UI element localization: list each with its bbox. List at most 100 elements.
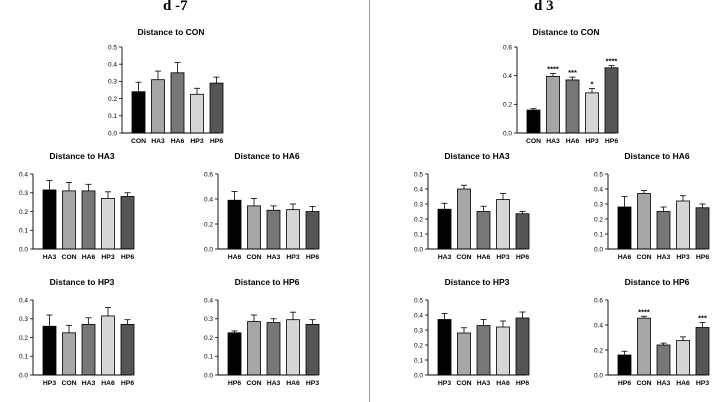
bar bbox=[101, 315, 115, 376]
y-tick-label: 0.5 bbox=[414, 171, 423, 178]
category-label: HP3 bbox=[696, 380, 709, 387]
category-label: HP3 bbox=[43, 380, 56, 387]
chart-title: Distance to HP3 bbox=[445, 277, 510, 287]
chart-title: Distance to HA6 bbox=[234, 151, 299, 161]
significance-label: *** bbox=[698, 314, 707, 323]
chart-title: Distance to CON bbox=[532, 27, 599, 37]
chart-right-distance-to-ha6: Distance to HA6 0.0 0.1 0.2 0.3 0.4 0.5 HA6 CON H… bbox=[594, 151, 710, 261]
bar bbox=[62, 332, 76, 376]
y-tick-label: 0.0 bbox=[594, 246, 603, 253]
y-tick-label: 0.0 bbox=[594, 372, 603, 379]
category-label: HA6 bbox=[676, 380, 690, 387]
y-tick-label: 0.4 bbox=[503, 73, 512, 80]
category-label: HA3 bbox=[151, 138, 165, 145]
y-tick-label: 0.1 bbox=[19, 228, 28, 235]
y-tick-label: 0.4 bbox=[19, 297, 28, 304]
chart-title: Distance to CON bbox=[137, 27, 204, 37]
y-tick-label: 0.4 bbox=[204, 297, 213, 304]
chart-left-distance-to-hp3: Distance to HP3 0.0 0.1 0.2 0.3 0.4 HP3 CON HA3 H… bbox=[19, 277, 135, 387]
bar bbox=[637, 317, 651, 376]
bar bbox=[676, 200, 690, 250]
y-tick-label: 0.2 bbox=[204, 221, 213, 228]
y-tick-label: 0.2 bbox=[108, 96, 117, 103]
bar bbox=[190, 93, 204, 134]
chart-right-distance-to-ha3: Distance to HA3 0.0 0.1 0.2 0.3 0.4 0.5 HA3 CON H… bbox=[414, 151, 530, 261]
panel-label-right: d 3 bbox=[534, 0, 554, 14]
y-tick-label: 0.1 bbox=[19, 354, 28, 361]
bar bbox=[565, 79, 580, 134]
bar bbox=[496, 326, 510, 376]
bar bbox=[437, 208, 452, 250]
chart-title: Distance to HA6 bbox=[624, 151, 689, 161]
y-tick-label: 0.0 bbox=[204, 246, 213, 253]
significance-label: * bbox=[591, 80, 594, 89]
category-label: HP6 bbox=[306, 254, 319, 261]
bar bbox=[617, 206, 632, 250]
bar bbox=[604, 67, 619, 134]
y-tick-label: 0.6 bbox=[204, 171, 213, 178]
y-tick-label: 0.2 bbox=[19, 335, 28, 342]
bar bbox=[170, 72, 185, 134]
y-tick-label: 0.2 bbox=[204, 335, 213, 342]
category-label: CON bbox=[61, 380, 76, 387]
bar bbox=[457, 332, 471, 376]
y-tick-label: 0.0 bbox=[414, 372, 423, 379]
y-tick-label: 0.0 bbox=[19, 246, 28, 253]
category-label: HA3 bbox=[546, 138, 560, 145]
category-label: HP3 bbox=[190, 138, 203, 145]
bar bbox=[637, 193, 651, 250]
bar bbox=[266, 322, 281, 376]
chart-left-distance-to-con: Distance to CON 0.0 0.1 0.2 0.3 0.4 0.5 CON HA3 H… bbox=[108, 27, 224, 145]
significance-label: **** bbox=[547, 65, 559, 74]
y-tick-label: 0.6 bbox=[594, 297, 603, 304]
bar bbox=[457, 188, 471, 250]
bar bbox=[247, 321, 261, 376]
category-label: HA6 bbox=[286, 380, 300, 387]
y-tick-label: 0.3 bbox=[19, 190, 28, 197]
bar bbox=[42, 325, 57, 376]
category-label: HA3 bbox=[477, 380, 491, 387]
y-tick-label: 0.1 bbox=[204, 354, 213, 361]
bar bbox=[120, 196, 135, 250]
y-tick-label: 0.2 bbox=[19, 209, 28, 216]
category-label: HP6 bbox=[228, 380, 241, 387]
category-label: HA3 bbox=[438, 254, 452, 261]
y-tick-label: 0.3 bbox=[414, 327, 423, 334]
category-label: HA6 bbox=[496, 380, 510, 387]
y-tick-label: 0.2 bbox=[414, 342, 423, 349]
bar bbox=[151, 79, 165, 134]
bar bbox=[515, 213, 530, 250]
significance-label: **** bbox=[638, 307, 650, 316]
bar bbox=[266, 209, 281, 250]
chart-right-distance-to-con: Distance to CON0.00.20.40.6CON****HA3***… bbox=[503, 27, 619, 145]
bar bbox=[62, 190, 76, 250]
category-label: HP3 bbox=[306, 380, 319, 387]
chart-title: Distance to HA3 bbox=[444, 151, 509, 161]
category-label: HA3 bbox=[657, 254, 671, 261]
category-label: HA3 bbox=[43, 254, 57, 261]
category-label: HP3 bbox=[585, 138, 598, 145]
bar bbox=[496, 199, 510, 250]
category-label: HA6 bbox=[82, 254, 96, 261]
panel-divider bbox=[369, 0, 370, 402]
bar bbox=[227, 332, 242, 376]
category-label: HA6 bbox=[566, 138, 580, 145]
category-label: CON bbox=[246, 380, 261, 387]
panel-label-left: d -7 bbox=[163, 0, 188, 14]
y-tick-label: 0.2 bbox=[503, 102, 512, 109]
category-label: HP6 bbox=[210, 138, 223, 145]
category-label: CON bbox=[456, 254, 471, 261]
y-tick-label: 0.4 bbox=[414, 186, 423, 193]
y-tick-label: 0.0 bbox=[503, 130, 512, 137]
chart-title: Distance to HA3 bbox=[49, 151, 114, 161]
category-label: HP6 bbox=[696, 254, 709, 261]
category-label: HA3 bbox=[267, 254, 281, 261]
y-tick-label: 0.3 bbox=[108, 79, 117, 86]
bar bbox=[286, 209, 300, 250]
chart-title: Distance to HP3 bbox=[50, 277, 115, 287]
category-label: HP3 bbox=[496, 254, 509, 261]
y-tick-label: 0.2 bbox=[594, 216, 603, 223]
bar bbox=[546, 75, 560, 134]
y-tick-label: 0.4 bbox=[594, 186, 603, 193]
category-label: HA6 bbox=[477, 254, 491, 261]
